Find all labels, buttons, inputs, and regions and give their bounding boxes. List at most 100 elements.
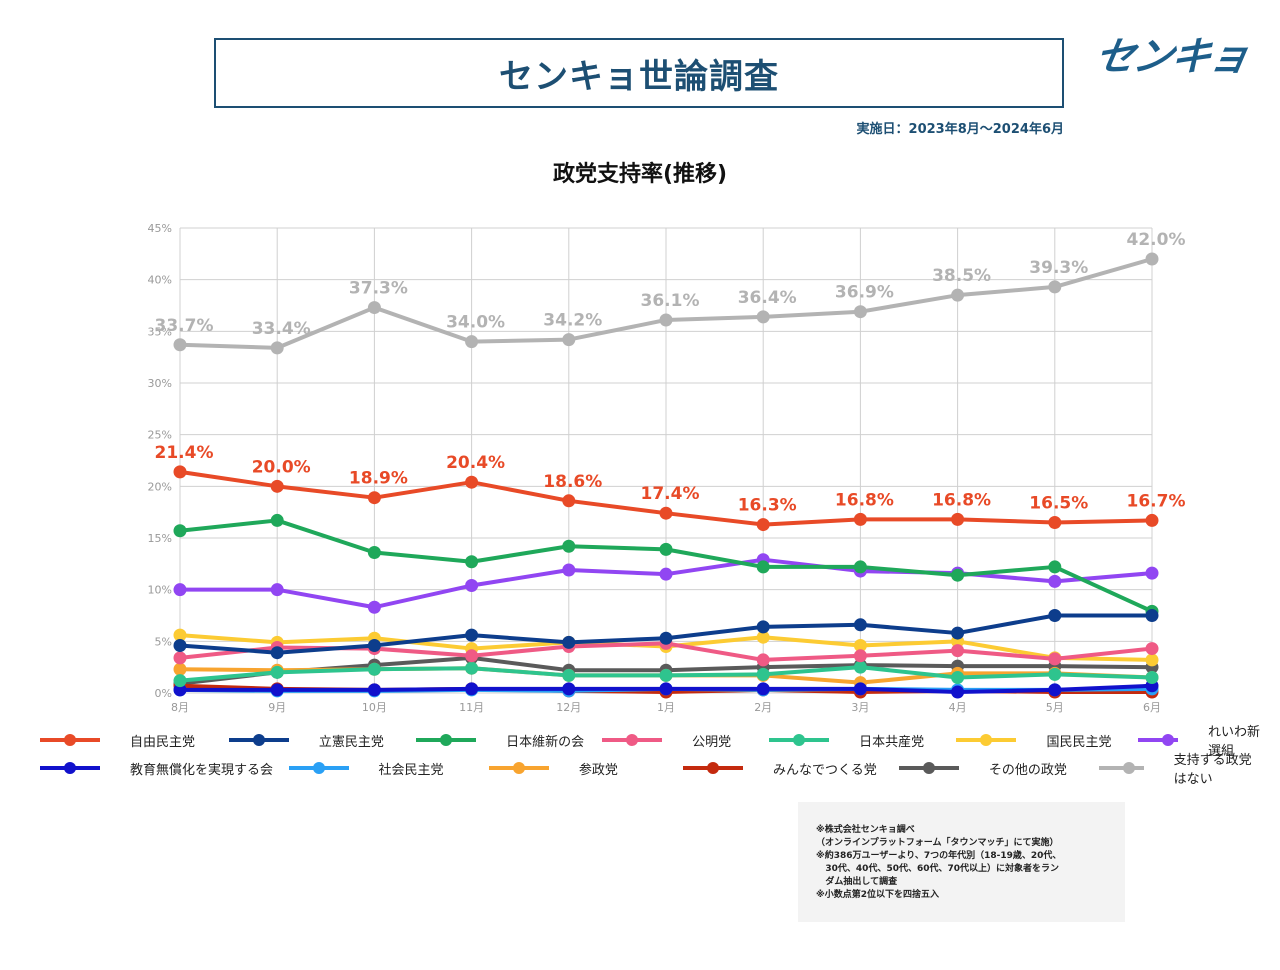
data-point xyxy=(853,560,867,574)
legend-row: 教育無償化を実現する会 社会民主党 参政党 みんなでつくる党 その他の政党 支持する政党は… xyxy=(40,753,1260,787)
data-point xyxy=(270,513,284,527)
data-point xyxy=(465,335,479,349)
data-point xyxy=(270,646,284,660)
legend-dot xyxy=(252,734,265,746)
data-point xyxy=(367,662,381,676)
y-tick-label: 10% xyxy=(148,584,172,597)
legend-item: 立憲民主党 xyxy=(228,731,416,750)
legend-dot xyxy=(1123,762,1136,774)
legend-swatch-icon xyxy=(40,762,100,774)
legend-label: 立憲民主党 xyxy=(318,734,384,750)
data-point xyxy=(659,313,673,327)
data-point xyxy=(1048,667,1062,681)
data-point xyxy=(465,661,479,675)
legend-dot xyxy=(440,734,453,746)
data-point xyxy=(756,667,770,681)
legend-item: れいわ新選組 xyxy=(1138,721,1260,759)
data-point xyxy=(270,683,284,697)
survey-notes: ※株式会社センキョ調べ （オンラインプラットフォーム「タウンマッチ」にて実施） … xyxy=(798,802,1125,922)
data-label: 34.2% xyxy=(543,311,602,331)
data-point xyxy=(173,583,187,597)
legend-swatch-icon xyxy=(1099,762,1144,774)
data-point xyxy=(659,567,673,581)
legend-label: 国民民主党 xyxy=(1046,734,1112,750)
legend-label: その他の政党 xyxy=(988,762,1067,778)
data-point xyxy=(173,465,187,479)
y-tick-label: 35% xyxy=(148,325,172,338)
legend-dot xyxy=(980,734,993,746)
data-label: 16.5% xyxy=(1029,494,1088,514)
legend-item: 日本維新の会 xyxy=(416,731,602,750)
legend-line xyxy=(1099,766,1144,770)
data-point xyxy=(465,475,479,489)
legend-dot xyxy=(707,762,719,774)
data-point xyxy=(756,630,770,644)
legend-swatch-icon xyxy=(769,734,830,746)
data-label: 34.0% xyxy=(446,313,505,333)
data-label: 38.5% xyxy=(932,266,991,286)
y-tick-label: 30% xyxy=(148,377,172,390)
x-tick-label: 6月 xyxy=(1143,701,1161,714)
data-point xyxy=(756,518,770,532)
data-point xyxy=(951,644,965,658)
legend-dot xyxy=(64,734,76,746)
legend-swatch-icon xyxy=(416,734,477,746)
data-label: 39.3% xyxy=(1029,258,1088,278)
data-point xyxy=(1048,560,1062,574)
y-tick-label: 5% xyxy=(155,635,172,648)
legend-label: 教育無償化を実現する会 xyxy=(130,762,274,778)
legend-line xyxy=(1138,738,1178,742)
data-point xyxy=(562,668,576,682)
legend-dot xyxy=(626,734,639,746)
data-point xyxy=(951,568,965,582)
data-label: 33.4% xyxy=(252,319,311,339)
data-point xyxy=(173,524,187,538)
data-point xyxy=(1048,280,1062,294)
data-point xyxy=(659,631,673,645)
data-point xyxy=(173,628,187,642)
legend-item: 参政党 xyxy=(488,759,683,778)
x-tick-label: 8月 xyxy=(171,701,189,714)
data-point xyxy=(465,628,479,642)
data-point xyxy=(951,626,965,640)
data-label: 33.7% xyxy=(155,316,214,336)
note-line: ダム抽出して調査 xyxy=(816,877,898,887)
legend-swatch-icon xyxy=(288,762,349,774)
legend-item: 公明党 xyxy=(602,731,769,750)
legend-item: 社会民主党 xyxy=(288,759,489,778)
x-tick-label: 3月 xyxy=(851,701,869,714)
data-point xyxy=(367,301,381,315)
data-point xyxy=(173,674,187,688)
data-point xyxy=(951,288,965,302)
legend-item: 支持する政党はない xyxy=(1099,749,1260,787)
legend-item: 教育無償化を実現する会 xyxy=(40,759,289,778)
note-line: ※株式会社センキョ調べ xyxy=(816,825,915,835)
data-point xyxy=(951,512,965,526)
data-point xyxy=(853,682,867,696)
legend-item: その他の政党 xyxy=(898,759,1099,778)
legend-swatch-icon xyxy=(40,734,100,746)
legend: 自由民主党 立憲民主党 日本維新の会 公明党 日本共産党 国民民主党 れいわ新選組 教育無償… xyxy=(40,725,1260,787)
y-axis-ticks: 0% 5% 10% 15% 20% 25% 30% 35% 40% 45% xyxy=(148,222,172,700)
data-point xyxy=(853,649,867,663)
y-tick-label: 0% xyxy=(155,687,172,700)
data-point xyxy=(173,638,187,652)
data-label: 18.9% xyxy=(349,469,408,489)
data-point xyxy=(659,668,673,682)
legend-dot xyxy=(793,734,806,746)
data-point xyxy=(562,539,576,553)
note-line: （オンラインプラットフォーム「タウンマッチ」にて実施） xyxy=(816,838,1059,848)
data-point xyxy=(465,555,479,569)
data-label: 37.3% xyxy=(349,279,408,299)
data-point xyxy=(465,579,479,593)
x-tick-label: 4月 xyxy=(949,701,967,714)
data-label: 16.8% xyxy=(932,490,991,510)
data-point xyxy=(1048,609,1062,622)
data-point xyxy=(562,682,576,696)
data-point xyxy=(1145,513,1159,527)
data-point xyxy=(270,665,284,679)
data-label: 16.7% xyxy=(1127,491,1186,511)
data-point xyxy=(659,542,673,556)
x-tick-label: 2月 xyxy=(754,701,772,714)
data-point xyxy=(1048,516,1062,529)
